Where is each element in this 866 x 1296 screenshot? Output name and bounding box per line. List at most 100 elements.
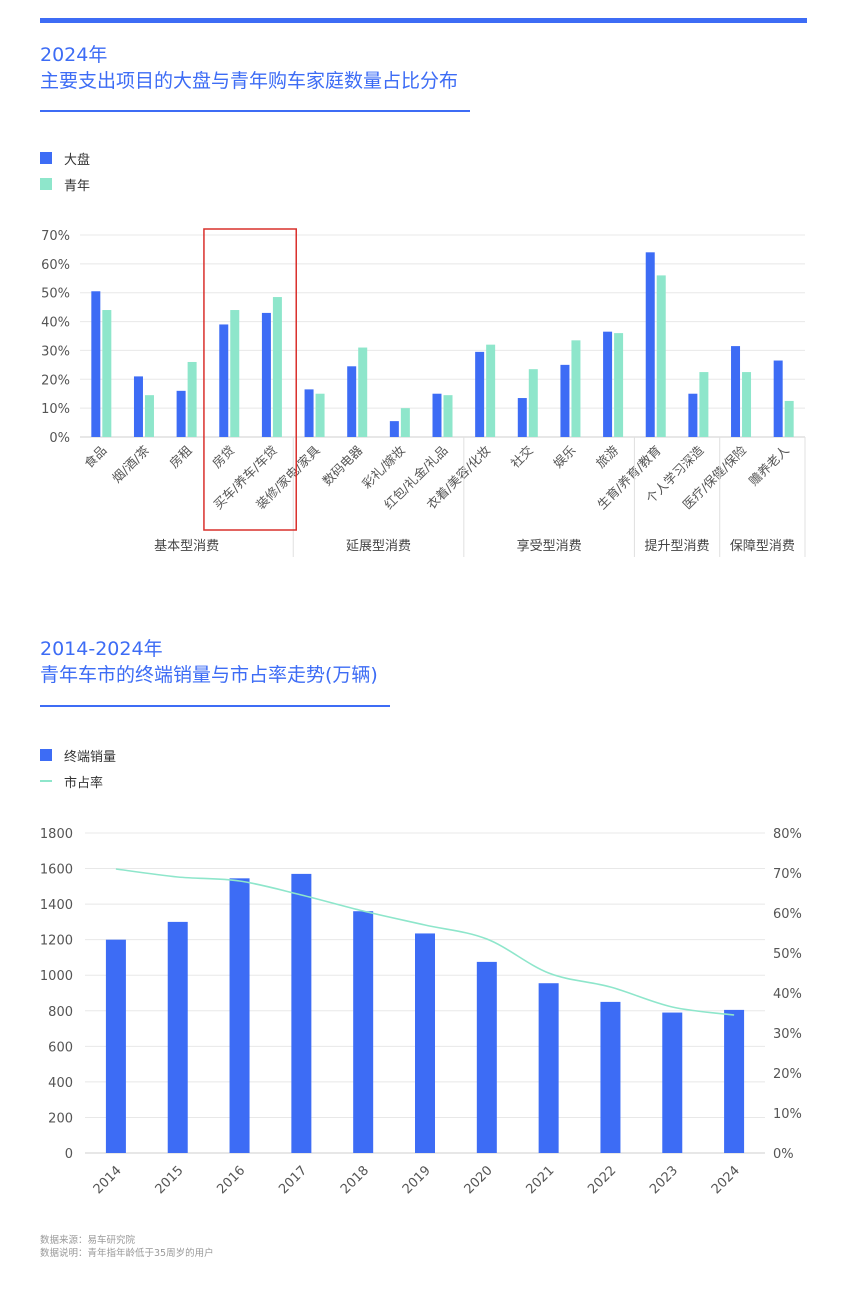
- y-tick-label: 70%: [41, 229, 70, 244]
- group-label: 保障型消费: [730, 539, 795, 554]
- bar-overall: [91, 291, 101, 437]
- y-right-tick-label: 20%: [773, 1067, 802, 1082]
- bar-youth: [315, 393, 325, 437]
- y-left-tick-label: 0: [65, 1147, 73, 1162]
- legend-swatch-overall: [40, 152, 52, 164]
- bar-youth: [358, 347, 368, 437]
- legend-line-share: [40, 780, 52, 782]
- bar-sales: [415, 933, 435, 1153]
- y-tick-label: 50%: [41, 287, 70, 302]
- bar-overall: [603, 331, 613, 437]
- chart1-title-main: 主要支出项目的大盘与青年购车家庭数量占比分布: [40, 70, 459, 92]
- highlight-box: [203, 228, 297, 531]
- bar-youth: [614, 333, 624, 437]
- y-tick-label: 10%: [41, 402, 70, 417]
- legend-swatch-youth: [40, 178, 52, 190]
- chart2-title-underline: [40, 705, 390, 707]
- x-tick-label: 2022: [585, 1163, 619, 1197]
- chart2-title-year: 2014-2024年: [40, 638, 163, 660]
- bar-sales: [476, 961, 497, 1153]
- x-tick-label: 社交: [508, 443, 536, 471]
- bar-overall: [347, 366, 357, 437]
- y-left-tick-label: 1600: [40, 863, 73, 878]
- line-market-share: [115, 868, 735, 1016]
- legend-item-youth: 青年: [40, 171, 90, 197]
- chart2-svg: 0 200 400 600 800 1000 1200 1400 1600 1800 0% 10% 20…: [40, 827, 802, 1197]
- group-label: 享受型消费: [517, 538, 582, 554]
- legend-label-sales: 终端销量: [64, 749, 117, 765]
- chart2-legend: 终端销量 市占率: [40, 742, 116, 794]
- x-tick-label: 赡养老人: [746, 442, 792, 488]
- y-tick-label: 30%: [41, 344, 70, 359]
- y-left-tick-label: 1000: [40, 969, 73, 984]
- group-label: 延展型消费: [346, 539, 411, 554]
- y-tick-label: 40%: [41, 316, 70, 331]
- bar-youth: [699, 372, 709, 437]
- y-tick-label: 20%: [41, 373, 70, 388]
- y-right-tick-label: 60%: [773, 907, 802, 922]
- bar-youth: [742, 372, 752, 437]
- legend-item-sales: 终端销量: [40, 742, 116, 768]
- group-label: 提升型消费: [645, 538, 710, 554]
- bar-youth: [102, 310, 112, 437]
- y-left-tick-label: 400: [48, 1076, 73, 1091]
- y-left-tick-label: 1800: [40, 827, 73, 842]
- legend-label-share: 市占率: [64, 775, 104, 791]
- y-right-tick-label: 40%: [773, 987, 802, 1002]
- group-label: 基本型消费: [154, 539, 219, 554]
- bar-sales: [662, 1012, 683, 1153]
- top-accent-bar: [40, 18, 807, 23]
- x-tick-label: 娱乐: [550, 443, 578, 471]
- legend-item-share: 市占率: [40, 768, 116, 794]
- legend-swatch-sales: [40, 749, 52, 761]
- chart1-svg: 0%10%20%30%40%50%60%70%食品 烟/酒/茶 房租 房贷买车/养车/…: [41, 228, 806, 557]
- bar-overall: [688, 393, 698, 437]
- bar-youth: [230, 310, 240, 437]
- bar-overall: [517, 398, 527, 437]
- x-tick-label: 2018: [338, 1163, 372, 1197]
- bar-youth: [486, 344, 496, 437]
- x-tick-label: 2014: [91, 1163, 125, 1197]
- bar-youth: [187, 361, 197, 437]
- x-tick-label: 2023: [647, 1163, 681, 1197]
- chart1-title-year: 2024年: [40, 44, 108, 66]
- footer-source: 数据来源：易车研究院: [40, 1235, 136, 1246]
- y-right-tick-label: 70%: [773, 867, 802, 882]
- legend-label-youth: 青年: [64, 178, 91, 194]
- y-right-tick-label: 30%: [773, 1027, 802, 1042]
- x-tick-label: 2016: [214, 1163, 248, 1197]
- bar-sales: [105, 939, 126, 1153]
- chart1-title-underline: [40, 110, 470, 112]
- bar-overall: [560, 364, 570, 437]
- x-tick-label: 2024: [709, 1163, 743, 1197]
- y-left-tick-label: 1200: [40, 934, 73, 949]
- bar-youth: [784, 400, 794, 437]
- y-right-tick-label: 50%: [773, 947, 802, 962]
- x-tick-label: 食品: [81, 443, 109, 471]
- y-left-tick-label: 600: [48, 1040, 73, 1055]
- legend-label-overall: 大盘: [64, 152, 91, 168]
- bar-sales: [167, 921, 188, 1153]
- bar-sales: [353, 911, 374, 1153]
- bar-overall: [773, 360, 783, 437]
- y-right-tick-label: 0%: [773, 1147, 794, 1162]
- bar-overall: [432, 393, 442, 437]
- bar-sales: [291, 873, 312, 1153]
- bar-overall: [219, 324, 229, 437]
- bar-youth: [144, 395, 154, 437]
- y-tick-label: 60%: [41, 258, 70, 273]
- y-left-tick-label: 800: [48, 1005, 73, 1020]
- bar-overall: [731, 346, 741, 437]
- x-tick-label: 2017: [276, 1163, 310, 1197]
- bar-overall: [304, 389, 314, 437]
- bar-youth: [528, 369, 538, 437]
- chart1-legend: 大盘 青年: [40, 145, 90, 197]
- bar-youth: [272, 297, 282, 437]
- bar-sales: [600, 1001, 621, 1153]
- y-right-tick-label: 80%: [773, 827, 802, 842]
- y-left-tick-label: 1400: [40, 898, 73, 913]
- bar-overall: [133, 376, 143, 437]
- x-tick-label: 旅游: [593, 442, 622, 471]
- bar-overall: [261, 312, 271, 437]
- bar-sales: [229, 878, 250, 1153]
